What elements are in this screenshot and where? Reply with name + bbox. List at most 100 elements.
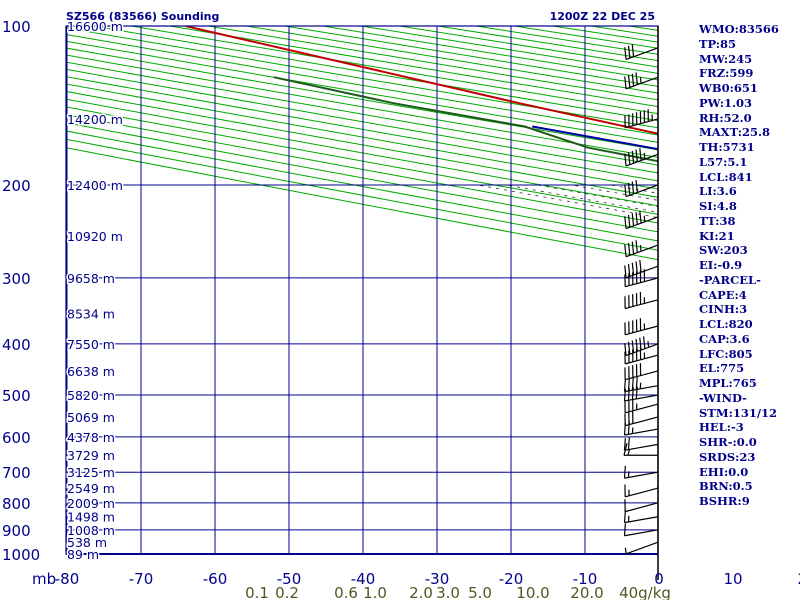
- sounding-index-item: MW:245: [699, 51, 753, 66]
- mixing-ratio-label: 0.1: [245, 584, 269, 600]
- sounding-index-item: LCL:820: [699, 317, 753, 331]
- sounding-index-item: STM:131/12: [699, 405, 778, 420]
- sounding-index-item: BRN:0.5: [699, 479, 753, 494]
- wind-barb-icon: [623, 437, 659, 451]
- wind-barb-icon: [623, 465, 659, 479]
- mixing-ratio-labels: 0.1 0.2 0.6 1.0 2.0 3.0 5.0 10.0 20.0 40g/kg: [245, 584, 671, 600]
- height-label: 538 m: [67, 535, 107, 550]
- height-label: 3729 m: [67, 448, 115, 463]
- wind-barb-icon: [624, 499, 659, 513]
- wind-barb-icon: [624, 180, 659, 198]
- chart-title: SZ566 (83566) Sounding: [66, 10, 219, 23]
- temperature-tick-label: -60: [203, 570, 228, 588]
- sounding-index-item: SW:203: [699, 243, 748, 258]
- pressure-tick-labels: 100 200 300 400 500 600 700 800 900 1000: [2, 18, 40, 564]
- sounding-index-item: CAPE:4: [699, 287, 747, 302]
- wind-barb-icon: [624, 44, 659, 61]
- wind-barb-icon: [624, 484, 659, 498]
- isotherm-gridlines: [66, 26, 586, 554]
- height-label: 12400 m: [67, 178, 123, 193]
- mixing-ratio-label: 5.0: [468, 584, 492, 600]
- wind-barb-icon: [623, 523, 659, 537]
- sounding-index-item: TT:38: [699, 213, 736, 228]
- wind-barb-icon: [623, 443, 658, 456]
- sounding-index-item: CINH:3: [699, 302, 748, 317]
- wind-barb-icon: [624, 541, 659, 555]
- wind-barb-icon: [624, 148, 659, 167]
- height-label: 4378 m: [67, 430, 115, 445]
- pressure-tick-label: 700: [2, 464, 31, 482]
- wind-barb-icon: [623, 421, 659, 436]
- pressure-tick-label: 300: [2, 270, 31, 288]
- sounding-index-item: L57:5.1: [699, 154, 748, 169]
- height-label: 14200 m: [67, 112, 123, 127]
- wind-barb-icon: [623, 510, 659, 524]
- dry-adiabat-line: [66, 138, 658, 251]
- height-label: 5069 m: [67, 410, 115, 425]
- wind-barb-icon: [624, 210, 659, 230]
- height-labels: 16600 m 14200 m 12400 m 10920 m 9658 m 8534 m…: [66, 18, 125, 564]
- temperature-tick-label: -10: [573, 570, 598, 588]
- height-label: 8534 m: [67, 306, 115, 321]
- temperature-tick-label: 0: [654, 570, 664, 588]
- height-label: 1498 m: [67, 510, 115, 525]
- sounding-index-item: CAP:3.6: [699, 331, 750, 346]
- chart-frame: [65, 25, 659, 580]
- height-label: 6638 m: [67, 364, 115, 379]
- wind-barb-column: [623, 44, 659, 555]
- sounding-index-item: LI:3.6: [699, 184, 737, 199]
- mixing-ratio-label: 20.0: [570, 584, 603, 600]
- sounding-index-item: EI:-0.9: [699, 258, 743, 272]
- mixing-ratio-label: 0.6: [334, 584, 358, 600]
- sounding-index-item: LCL:841: [699, 169, 753, 184]
- height-label: 3125 m: [67, 465, 115, 480]
- wind-barb-icon: [623, 377, 659, 393]
- pressure-tick-label: 100: [2, 18, 31, 36]
- wind-barb-icon: [624, 363, 659, 381]
- height-label: 2549 m: [67, 481, 115, 496]
- sounding-index-item: MAXT:25.8: [699, 125, 770, 140]
- pressure-tick-label: 1000: [2, 546, 40, 564]
- wind-barb-icon: [624, 318, 659, 336]
- sounding-index-item: -WIND-: [699, 390, 747, 405]
- mixing-ratio-label: 2.0: [409, 584, 433, 600]
- wind-barb-icon: [624, 347, 659, 365]
- height-label: 9658 m: [67, 271, 115, 286]
- mixing-ratio-label: 40g/kg: [619, 584, 671, 600]
- mixing-ratio-label: 0.2: [275, 584, 299, 600]
- mixing-ratio-label: 3.0: [436, 584, 460, 600]
- wind-barb-icon: [624, 240, 659, 258]
- temperature-tick-label: -80: [55, 570, 80, 588]
- height-label: 16600 m: [67, 19, 123, 34]
- height-label: 5820 m: [67, 388, 115, 403]
- sounding-index-item: SHR-:0.0: [699, 435, 757, 449]
- sounding-indices-panel: WMO:83566 TP:85 MW:245 FRZ:599 WB0:651 PW:1.0…: [699, 22, 779, 509]
- sounding-index-item: RH:52.0: [699, 110, 752, 125]
- wind-barb-icon: [624, 269, 659, 288]
- temperature-tick-label: -70: [129, 570, 154, 588]
- sounding-index-item: HEL:-3: [699, 420, 744, 435]
- sounding-index-item: TH:5731: [699, 140, 755, 154]
- wind-barb-icon: [623, 386, 659, 402]
- temperature-tick-label: -30: [425, 570, 450, 588]
- sounding-index-item: TP:85: [699, 36, 737, 51]
- wind-barb-icon: [624, 292, 659, 310]
- sounding-index-item: FRZ:599: [699, 66, 754, 81]
- pressure-tick-label: 900: [2, 522, 31, 540]
- sounding-index-item: SI:4.8: [699, 199, 737, 213]
- height-label: 2009 m: [67, 496, 115, 511]
- sounding-index-item: PW:1.03: [699, 95, 753, 110]
- temperature-tick-label: -40: [351, 570, 376, 588]
- sounding-index-item: KI:21: [699, 228, 735, 243]
- sounding-index-item: MPL:765: [699, 376, 757, 390]
- height-label: 89 m: [67, 547, 99, 562]
- temperature-tick-label: 10: [723, 570, 742, 588]
- pressure-unit-label: mb: [32, 570, 56, 588]
- height-label: 1008 m: [67, 523, 115, 538]
- wind-barb-icon: [624, 398, 659, 414]
- pressure-tick-label: 800: [2, 495, 31, 513]
- mixing-ratio-label: 1.0: [363, 584, 387, 600]
- sounding-index-item: SRDS:23: [699, 449, 756, 464]
